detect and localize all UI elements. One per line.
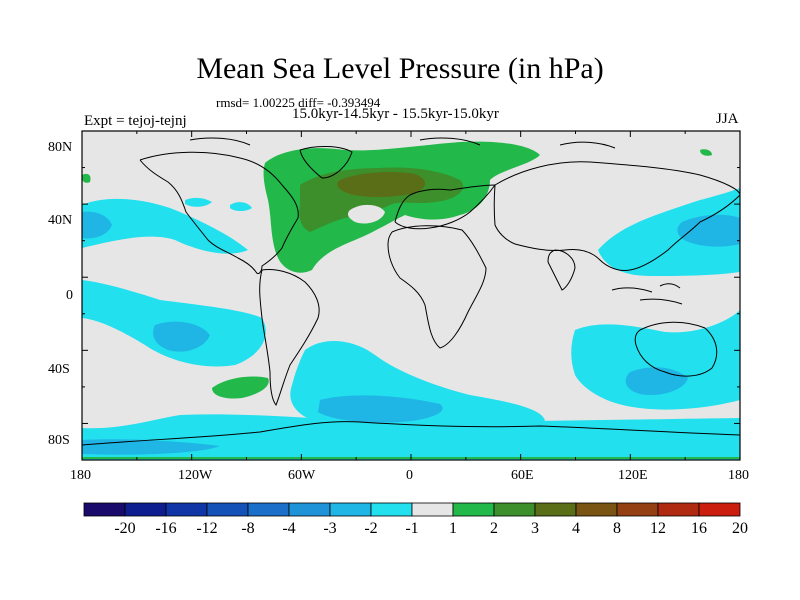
- africa-coast: [387, 225, 487, 349]
- negative-anomaly-cores: [82, 211, 740, 455]
- colorbar-label: 20: [732, 520, 748, 537]
- axis-ticks: [81, 130, 741, 461]
- colorbar-box: [575, 502, 618, 517]
- colorbar-label: 12: [650, 520, 666, 537]
- lat-tick-40S: 40S: [48, 362, 70, 377]
- west-pacific-low: [598, 188, 740, 276]
- colorbar-label: -16: [155, 520, 177, 537]
- north-pacific-core: [82, 211, 112, 239]
- colorbar-box: [329, 502, 372, 517]
- north-america-coast: [139, 151, 299, 275]
- southern-ocean-core: [82, 439, 220, 455]
- colorbar-box: [452, 502, 495, 517]
- west-pacific-core: [677, 214, 740, 247]
- colorbar-box: [247, 502, 290, 517]
- colorbar-label: 3: [531, 520, 539, 537]
- colorbar-label: -20: [114, 520, 136, 537]
- lon-tick-0: 0: [406, 468, 413, 483]
- arctic-islands: [189, 137, 616, 149]
- south-pacific-core: [153, 321, 210, 352]
- southern-ocean-band: [82, 414, 740, 460]
- colorbar-box: [206, 502, 249, 517]
- greenland-coast: [299, 146, 353, 179]
- indian-ocean-low: [571, 310, 740, 410]
- south-pacific-high: [212, 376, 269, 399]
- south-atlantic-core: [318, 395, 443, 423]
- lon-tick-180-left: 180: [70, 468, 91, 483]
- tropical-east-pacific: [85, 295, 170, 311]
- lat-tick-80N: 80N: [48, 140, 73, 155]
- colorbar-box: [698, 502, 741, 517]
- colorbar-label: -1: [405, 520, 419, 537]
- south-america-coast: [259, 269, 320, 406]
- colorbar-box: [657, 502, 700, 517]
- colorbar-label: 4: [572, 520, 580, 537]
- colorbar-box: [411, 502, 454, 517]
- season-label: JJA: [716, 111, 739, 127]
- lon-tick-60W: 60W: [288, 468, 316, 483]
- colorbar-box: [534, 502, 577, 517]
- colorbar-label: 2: [490, 520, 498, 537]
- pacific-fragment: [82, 173, 91, 183]
- lat-tick-0: 0: [66, 288, 73, 303]
- colorbar-box: [616, 502, 659, 517]
- asia-coast: [493, 161, 740, 271]
- colorbar-box: [370, 502, 413, 517]
- colorbar-label: 1: [449, 520, 457, 537]
- colorbar-label: -3: [323, 520, 337, 537]
- atlantic-hole: [347, 204, 385, 224]
- arctic-fragment: [700, 149, 712, 156]
- map-title: Mean Sea Level Pressure (in hPa): [196, 52, 604, 85]
- atlantic-island-2: [230, 202, 252, 211]
- lon-tick-60E: 60E: [511, 468, 534, 483]
- antarctica-coast: [82, 421, 740, 446]
- colorbar-label: -2: [364, 520, 378, 537]
- experiment-label: Expt = tejoj-tejnj: [84, 113, 187, 129]
- lat-tick-80S: 80S: [48, 433, 70, 448]
- map-area: [82, 131, 740, 460]
- colorbar-label: -12: [196, 520, 218, 537]
- colorbar-box: [493, 502, 536, 517]
- colorbar: [83, 502, 741, 517]
- colorbar-label: -4: [282, 520, 296, 537]
- colorbar-box: [288, 502, 331, 517]
- lat-tick-40N: 40N: [48, 213, 73, 228]
- india-coast: [547, 249, 576, 291]
- rmsd-diff-stats: rmsd= 1.00225 diff= -0.393494: [216, 95, 381, 110]
- colorbar-label: 16: [691, 520, 707, 537]
- colorbar-box: [165, 502, 208, 517]
- colorbar-label: 8: [613, 520, 621, 537]
- colorbar-label: -8: [241, 520, 255, 537]
- positive-anomaly-cores: [337, 172, 426, 224]
- lon-tick-120E: 120E: [618, 468, 648, 483]
- australia-coast: [634, 321, 718, 377]
- lon-tick-180-right: 180: [728, 468, 749, 483]
- colorbar-box: [124, 502, 167, 517]
- colorbar-box: [83, 502, 126, 517]
- coastlines: [82, 137, 740, 446]
- north-pacific-low: [82, 198, 248, 254]
- indonesia-coast: [611, 283, 683, 305]
- period-label: 15.0kyr-14.5kyr - 15.5kyr-15.0kyr: [292, 106, 499, 122]
- north-atlantic-core: [337, 172, 426, 197]
- atlantic-island-1: [185, 197, 212, 207]
- lon-tick-120W: 120W: [178, 468, 213, 483]
